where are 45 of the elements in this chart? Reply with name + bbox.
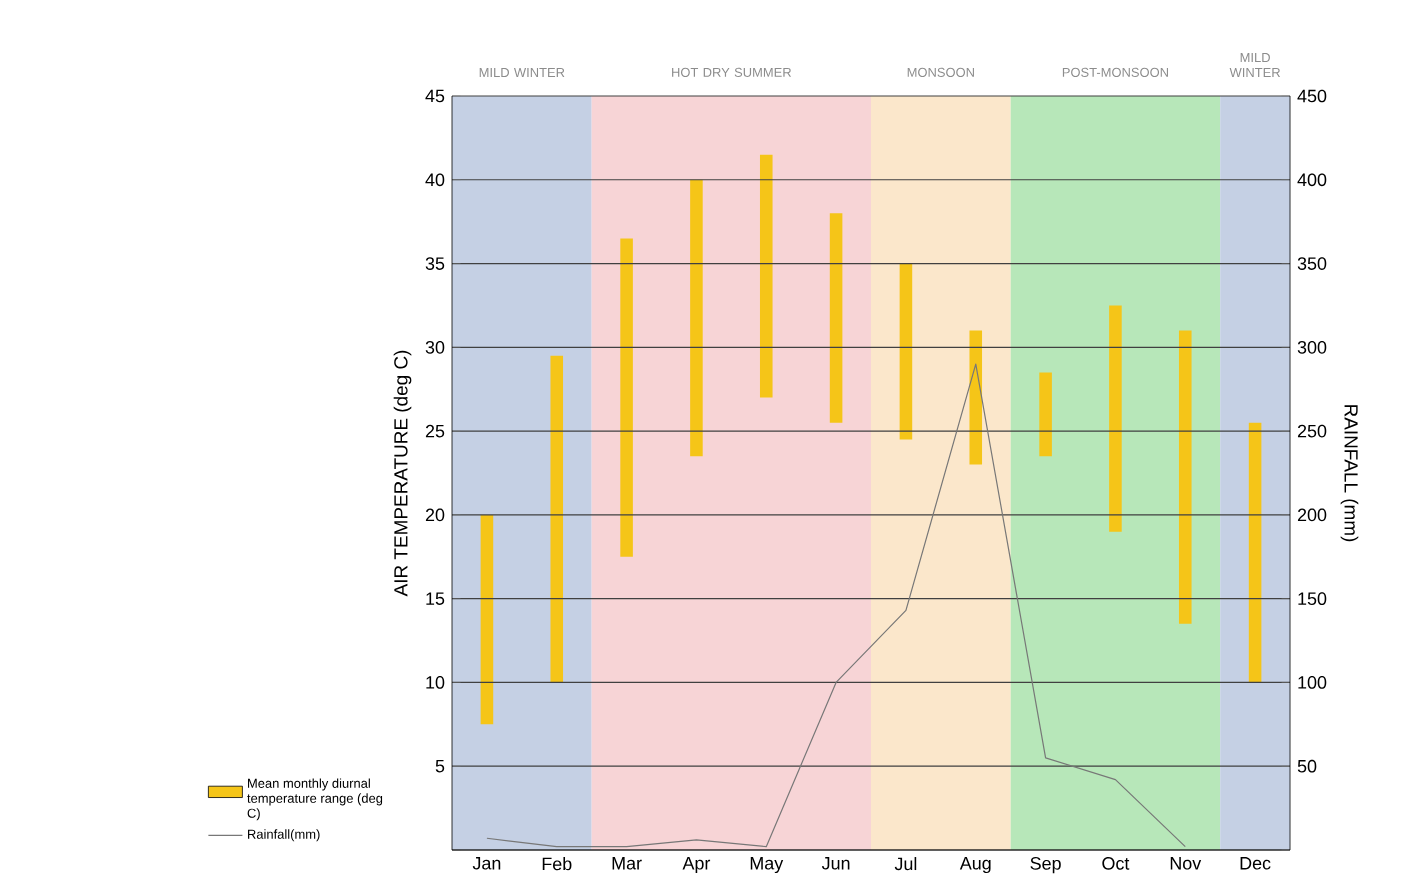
bar [969,330,983,465]
bar [1178,330,1192,624]
y-tick-label: 35 [425,257,445,270]
bar [759,154,773,398]
y-tick-label: 45 [425,89,445,103]
y-tick-label: 25 [425,424,445,438]
x-tick-label: Aug [959,857,991,874]
x-tick-label: Dec [1240,857,1271,870]
bar [620,238,633,557]
x-tick-label: Apr [682,857,711,874]
y-axis-title: AIR TEMPERATURE (deg C) [393,350,412,597]
y-tick-label: 20 [425,508,445,522]
x-tick-label: Oct [1102,857,1130,870]
x-tick-label: Jul [894,857,917,871]
x-tick-label: Mar [612,857,642,870]
y2-tick-label: 250 [1297,424,1327,438]
y2-tick-label: 300 [1297,340,1327,354]
x-tick-label: Sep [1030,857,1061,874]
x-tick-label: Jan [472,857,501,870]
bar [899,263,913,440]
y2-tick-label: 400 [1297,173,1327,187]
y-tick-label: 30 [425,340,445,354]
bar [690,179,703,457]
x-tick-label: Nov [1170,857,1202,870]
y2-tick-label: 350 [1297,257,1327,270]
y-tick-label: 15 [426,592,445,605]
y2-axis-title: RAINFALL (mm) [1340,405,1359,542]
line-series [486,363,1186,848]
y-tick-label: 40 [425,173,445,187]
x-tick-label: Feb [542,857,572,871]
bar [550,355,564,683]
y2-tick-label: 100 [1298,676,1327,689]
bar [480,514,494,725]
y2-tick-label: 200 [1297,508,1327,522]
bar [1039,372,1052,457]
bar [1248,422,1262,683]
y-tick-label: 10 [426,676,445,689]
x-tick-label: May [750,857,784,874]
bar [829,213,843,423]
bar [1109,305,1122,532]
y2-tick-label: 50 [1297,759,1317,773]
y-tick-label: 5 [435,759,445,773]
y2-tick-label: 450 [1297,89,1327,103]
y2-tick-label: 150 [1298,592,1327,606]
x-tick-label: Jun [821,857,850,870]
